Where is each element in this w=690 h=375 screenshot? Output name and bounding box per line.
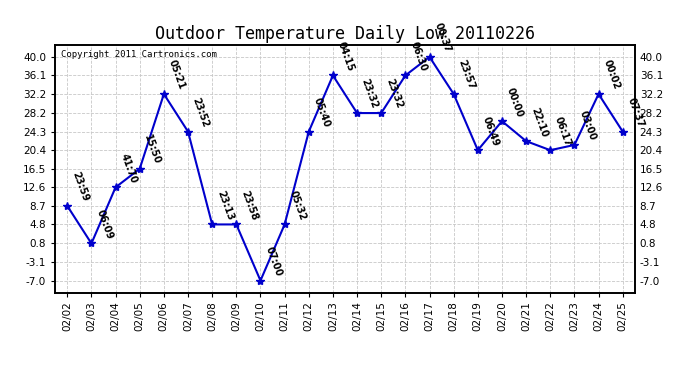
Text: 23:57: 23:57 xyxy=(457,59,477,91)
Text: 22:10: 22:10 xyxy=(529,106,549,138)
Text: 00:00: 00:00 xyxy=(505,86,525,118)
Text: 04:15: 04:15 xyxy=(336,40,356,73)
Text: 23:32: 23:32 xyxy=(384,78,404,110)
Text: 06:49: 06:49 xyxy=(481,115,501,147)
Text: 15:50: 15:50 xyxy=(143,134,163,166)
Text: 03:00: 03:00 xyxy=(578,110,598,142)
Title: Outdoor Temperature Daily Low 20110226: Outdoor Temperature Daily Low 20110226 xyxy=(155,26,535,44)
Text: 07:37: 07:37 xyxy=(626,96,646,129)
Text: 06:09: 06:09 xyxy=(95,208,115,241)
Text: 05:21: 05:21 xyxy=(167,59,187,91)
Text: 06:17: 06:17 xyxy=(553,115,573,147)
Text: 23:52: 23:52 xyxy=(191,96,211,129)
Text: 00:02: 00:02 xyxy=(602,59,622,91)
Text: 00:37: 00:37 xyxy=(433,22,453,54)
Text: 23:58: 23:58 xyxy=(239,189,259,222)
Text: 23:13: 23:13 xyxy=(215,189,235,222)
Text: Copyright 2011 Cartronics.com: Copyright 2011 Cartronics.com xyxy=(61,50,217,59)
Text: 05:32: 05:32 xyxy=(288,189,308,222)
Text: 23:59: 23:59 xyxy=(70,171,90,203)
Text: 05:40: 05:40 xyxy=(312,96,332,129)
Text: 23:32: 23:32 xyxy=(360,78,380,110)
Text: 06:30: 06:30 xyxy=(408,40,428,73)
Text: 41:70: 41:70 xyxy=(119,152,139,184)
Text: 07:00: 07:00 xyxy=(264,245,284,278)
